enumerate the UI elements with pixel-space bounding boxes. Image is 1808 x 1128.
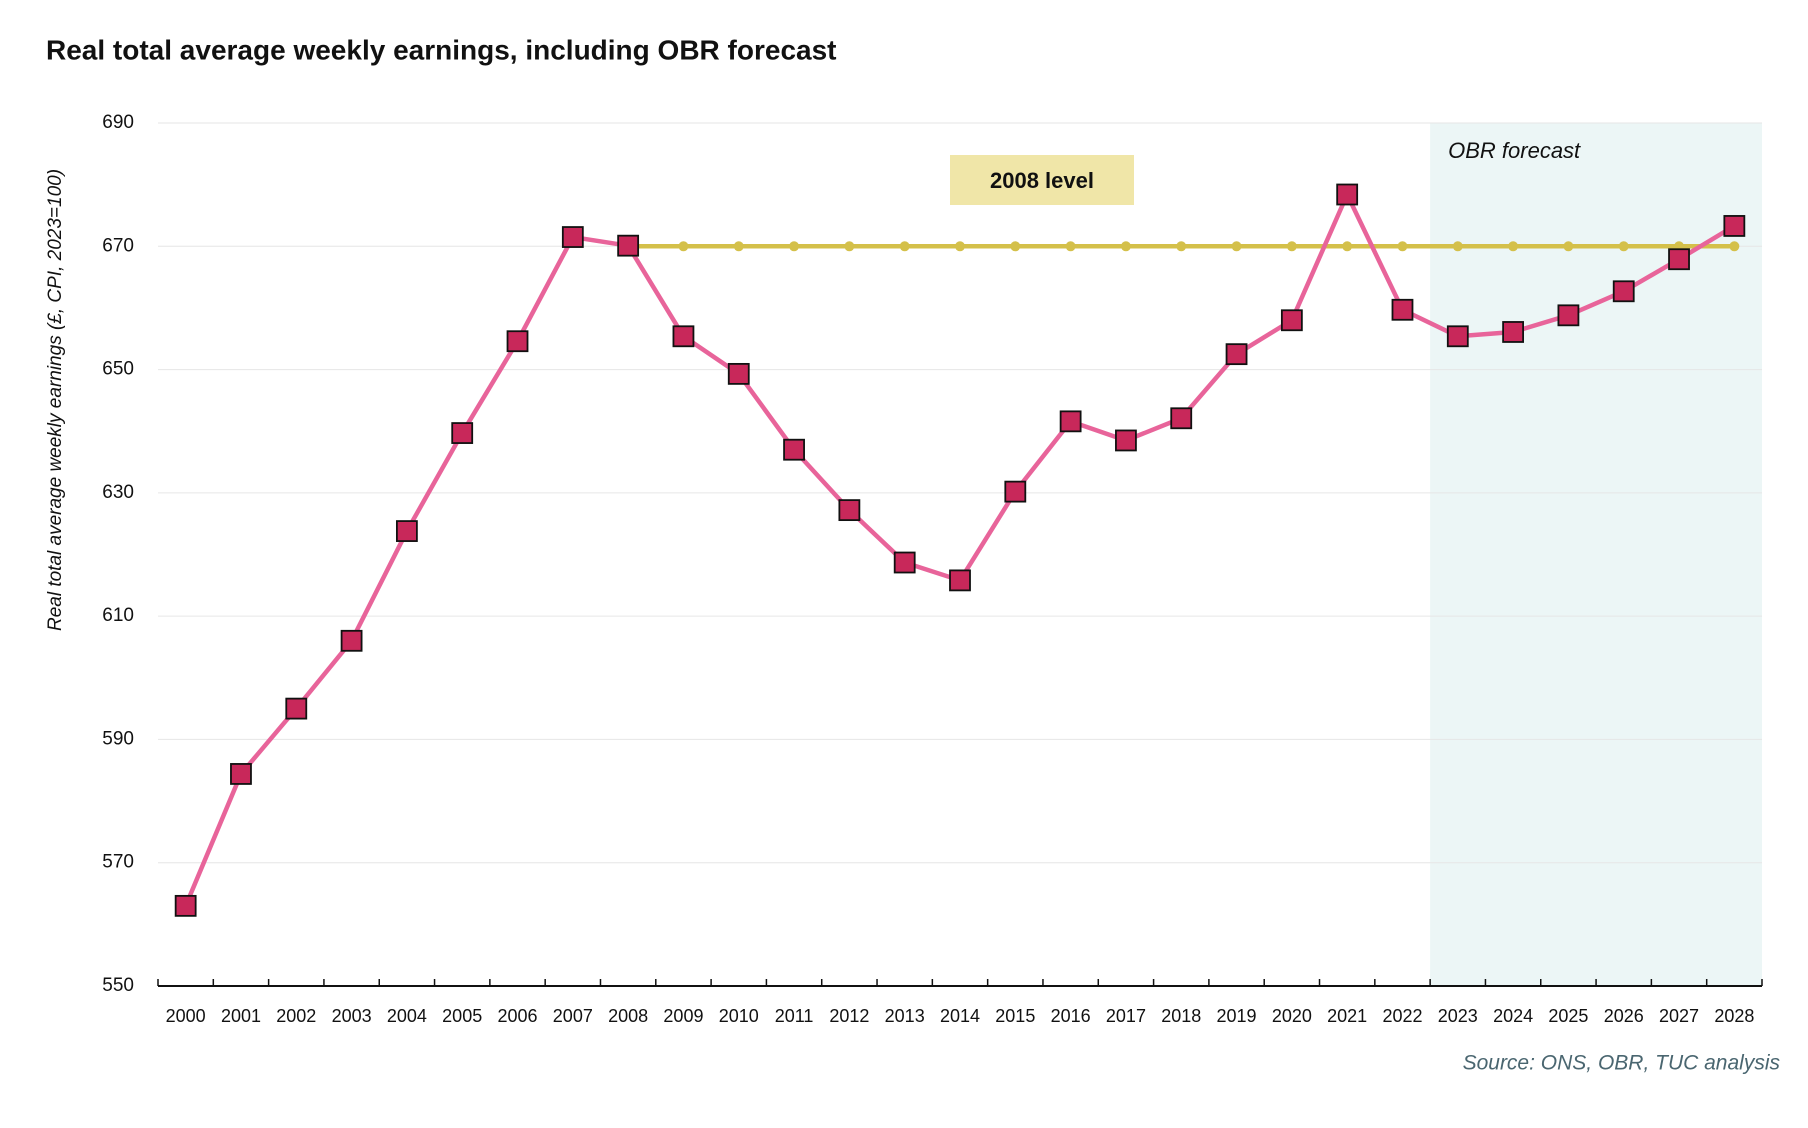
- x-tick-label: 2028: [1714, 1006, 1754, 1026]
- marker: [174, 894, 197, 917]
- marker: [1446, 325, 1469, 348]
- marker: [1336, 183, 1359, 206]
- x-tick-label: 2026: [1604, 1006, 1644, 1026]
- marker: [1065, 241, 1076, 252]
- marker: [506, 330, 529, 353]
- marker: [1618, 241, 1629, 252]
- x-tick-label: 2016: [1051, 1006, 1091, 1026]
- marker: [1170, 407, 1193, 430]
- marker: [1004, 480, 1027, 503]
- x-tick-label: 2006: [497, 1006, 537, 1026]
- marker: [1668, 248, 1690, 271]
- marker: [1729, 241, 1740, 252]
- marker: [733, 241, 744, 252]
- y-tick-label: 650: [102, 359, 134, 380]
- y-tick-label: 630: [102, 482, 134, 503]
- marker: [1280, 309, 1303, 332]
- y-tick-label: 550: [102, 975, 134, 996]
- marker: [1286, 241, 1297, 252]
- annotation-box: [950, 155, 1134, 205]
- marker: [844, 241, 855, 252]
- marker: [789, 241, 800, 252]
- x-tick-label: 2010: [719, 1006, 759, 1026]
- marker: [899, 241, 910, 252]
- marker: [561, 226, 584, 248]
- marker: [340, 629, 363, 652]
- x-tick-label: 2024: [1493, 1006, 1533, 1026]
- marker: [678, 241, 689, 252]
- x-tick-label: 2011: [775, 1006, 814, 1026]
- x-tick-label: 2000: [166, 1006, 206, 1026]
- y-tick-label: 570: [102, 852, 134, 873]
- marker: [1115, 429, 1137, 452]
- marker: [285, 697, 308, 720]
- marker: [949, 569, 971, 592]
- marker: [1010, 241, 1021, 252]
- x-tick-label: 2001: [221, 1006, 261, 1026]
- marker: [1612, 280, 1635, 303]
- x-tick-label: 2018: [1161, 1006, 1201, 1026]
- x-tick-label: 2017: [1106, 1006, 1146, 1026]
- x-tick-label: 2013: [885, 1006, 925, 1026]
- forecast-shade: [1430, 123, 1762, 986]
- marker: [451, 422, 474, 444]
- x-tick-label: 2027: [1659, 1006, 1699, 1026]
- marker: [1059, 410, 1082, 433]
- marker: [395, 520, 418, 542]
- x-tick-label: 2015: [995, 1006, 1035, 1026]
- x-tick-label: 2009: [663, 1006, 703, 1026]
- marker: [1557, 304, 1580, 327]
- chart-title: Real total average weekly earnings, incl…: [46, 34, 836, 65]
- x-tick-label: 2002: [276, 1006, 316, 1026]
- marker: [1502, 321, 1525, 343]
- y-tick-label: 690: [102, 112, 134, 133]
- y-tick-label: 610: [102, 605, 134, 626]
- marker: [1452, 241, 1463, 252]
- x-tick-label: 2025: [1548, 1006, 1588, 1026]
- marker: [1397, 241, 1408, 252]
- marker: [1508, 241, 1519, 252]
- marker: [955, 241, 965, 252]
- marker: [893, 551, 916, 574]
- marker: [838, 499, 861, 522]
- marker: [1231, 241, 1242, 252]
- x-tick-label: 2007: [553, 1006, 593, 1026]
- x-tick-label: 2005: [442, 1006, 482, 1026]
- x-tick-label: 2003: [332, 1006, 372, 1026]
- y-axis-label: Real total average weekly earnings (£, C…: [45, 169, 66, 631]
- annotation-label: 2008 level: [990, 168, 1094, 193]
- x-tick-label: 2020: [1272, 1006, 1312, 1026]
- x-tick-label: 2021: [1327, 1006, 1367, 1026]
- marker: [1723, 215, 1746, 237]
- marker: [727, 362, 750, 385]
- marker: [672, 325, 695, 348]
- marker: [1225, 343, 1248, 366]
- x-tick-label: 2023: [1438, 1006, 1478, 1026]
- x-tick-label: 2012: [829, 1006, 869, 1026]
- marker: [1342, 241, 1353, 252]
- marker: [1176, 241, 1187, 252]
- marker: [1391, 298, 1414, 321]
- forecast-label: OBR forecast: [1448, 138, 1581, 163]
- marker: [1120, 241, 1131, 252]
- x-tick-label: 2019: [1217, 1006, 1257, 1026]
- y-tick-label: 670: [102, 235, 134, 256]
- x-tick-label: 2008: [608, 1006, 648, 1026]
- x-tick-label: 2004: [387, 1006, 427, 1026]
- marker: [1563, 241, 1574, 252]
- marker: [230, 763, 252, 785]
- x-tick-label: 2014: [940, 1006, 980, 1026]
- y-tick-label: 590: [102, 728, 134, 749]
- x-tick-label: 2022: [1382, 1006, 1422, 1026]
- marker: [783, 438, 805, 461]
- source-note: Source: ONS, OBR, TUC analysis: [1463, 1052, 1781, 1075]
- marker: [617, 234, 640, 257]
